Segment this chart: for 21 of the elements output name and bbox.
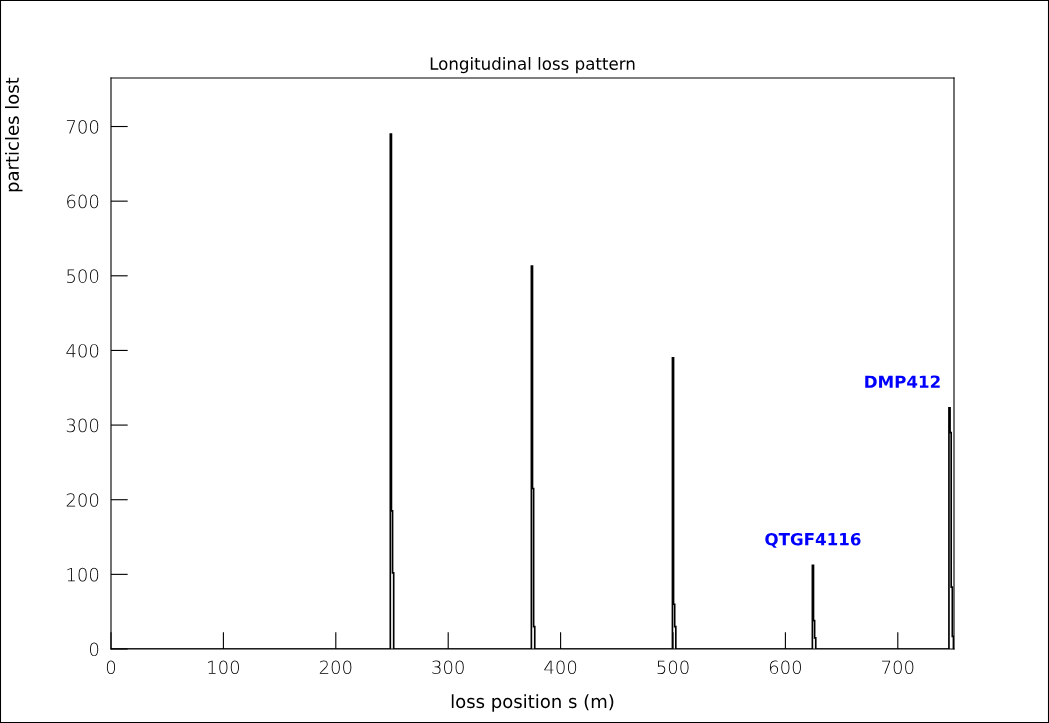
- annotation: QTGF4116: [765, 532, 861, 548]
- y-tick-label: 400: [66, 343, 99, 358]
- y-tick-label: 700: [66, 119, 99, 134]
- x-tick-label: 700: [882, 660, 914, 675]
- x-tick-label: 100: [208, 660, 239, 675]
- x-tick-label: 200: [319, 660, 352, 675]
- y-tick-label: 600: [67, 194, 99, 209]
- x-axis-title: loss position s (m): [451, 694, 614, 712]
- y-axis-title: particles lost: [5, 77, 23, 192]
- x-tick-label: 0: [106, 660, 116, 675]
- y-tick-label: 0: [90, 642, 99, 657]
- y-tick-label: 500: [67, 269, 99, 283]
- x-tick-label: 300: [432, 660, 464, 675]
- y-tick-label: 200: [66, 493, 99, 507]
- y-tick-label: 300: [66, 418, 99, 433]
- annotation: DMP412: [865, 375, 940, 388]
- x-tick-label: 600: [769, 660, 801, 675]
- x-tick-label: 400: [544, 660, 577, 675]
- chart-title: Longitudinal loss pattern: [430, 57, 635, 74]
- x-tick-label: 500: [657, 660, 689, 675]
- y-tick-label: 100: [67, 567, 99, 582]
